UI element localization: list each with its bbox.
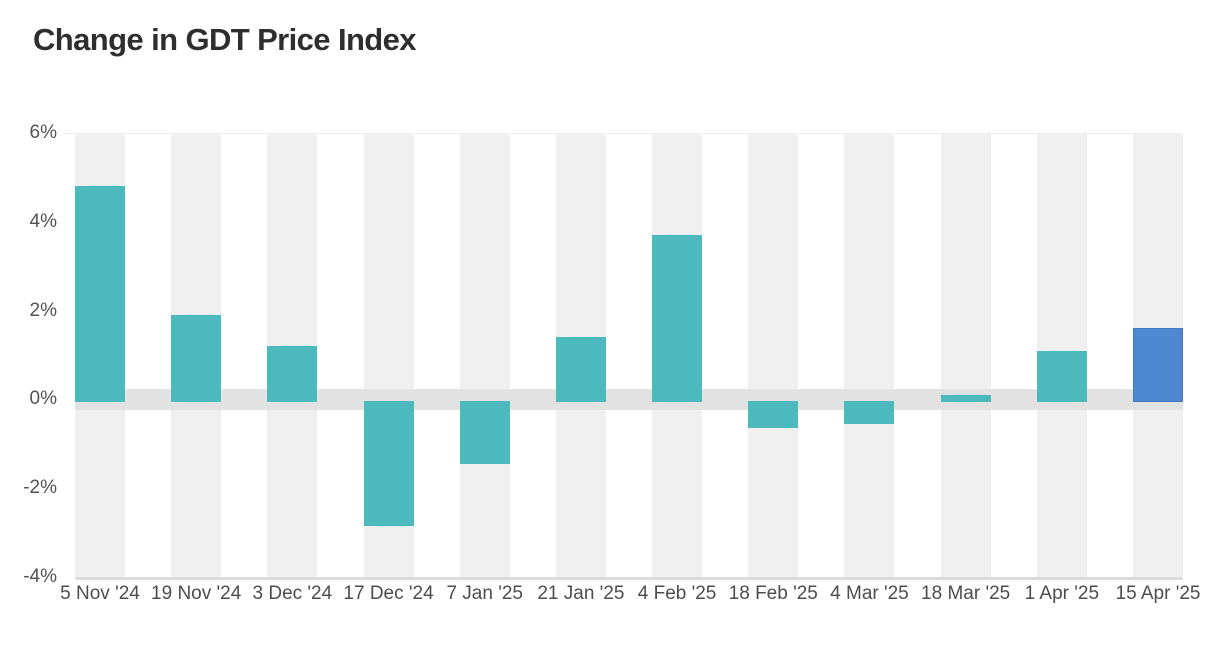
bar-18-mar-25[interactable]: [940, 394, 991, 403]
x-axis-label: 18 Feb '25: [728, 583, 818, 604]
chart-title: Change in GDT Price Index: [33, 22, 417, 57]
x-axis-label: 19 Nov '24: [151, 583, 242, 604]
top-gridline: [63, 133, 1183, 134]
x-axis-label: 17 Dec '24: [343, 583, 434, 604]
y-axis-tick-label: 4%: [29, 210, 57, 232]
y-axis-tick-label: 2%: [29, 299, 57, 321]
x-axis-baseline: [75, 577, 1183, 580]
category-stripe: [748, 133, 799, 577]
y-axis-tick-label: 6%: [29, 122, 57, 143]
zero-baseline-band: [75, 388, 1183, 410]
x-axis-label: 15 Apr '25: [1115, 583, 1201, 604]
category-stripe: [459, 133, 510, 577]
bar-19-nov-24[interactable]: [171, 315, 222, 403]
x-axis-label: 21 Jan '25: [537, 583, 625, 604]
x-axis-label: 4 Mar '25: [830, 583, 909, 604]
x-axis-label: 5 Nov '24: [60, 583, 140, 604]
category-stripe: [844, 133, 895, 577]
category-stripe: [940, 133, 991, 577]
y-axis-tick-label: -2%: [23, 477, 57, 499]
plot-area: 5 Nov '24 19 Nov '24 3 Dec '24 17 Dec '24 7 …: [60, 133, 1200, 604]
bar-17-dec-24[interactable]: [363, 401, 414, 526]
bar-3-dec-24[interactable]: [267, 346, 318, 403]
bar-15-apr-25[interactable]: [1133, 328, 1183, 403]
y-axis-tick-label: 0%: [29, 388, 57, 410]
x-axis-label: 1 Apr '25: [1024, 583, 1100, 604]
bar-5-nov-24[interactable]: [75, 186, 125, 403]
bar-18-feb-25[interactable]: [748, 401, 799, 429]
x-axis-label: 4 Feb '25: [637, 583, 717, 604]
bar-1-apr-25[interactable]: [1036, 350, 1087, 403]
x-axis-label: 7 Jan '25: [446, 583, 523, 604]
bar-21-jan-25[interactable]: [555, 337, 606, 403]
x-axis-label: 3 Dec '24: [252, 583, 333, 604]
bar-4-feb-25[interactable]: [652, 235, 703, 403]
bar-7-jan-25[interactable]: [459, 401, 510, 464]
y-axis-tick-label: -4%: [23, 566, 57, 587]
x-axis-label: 18 Mar '25: [921, 583, 1011, 604]
bar-4-mar-25[interactable]: [844, 401, 895, 424]
